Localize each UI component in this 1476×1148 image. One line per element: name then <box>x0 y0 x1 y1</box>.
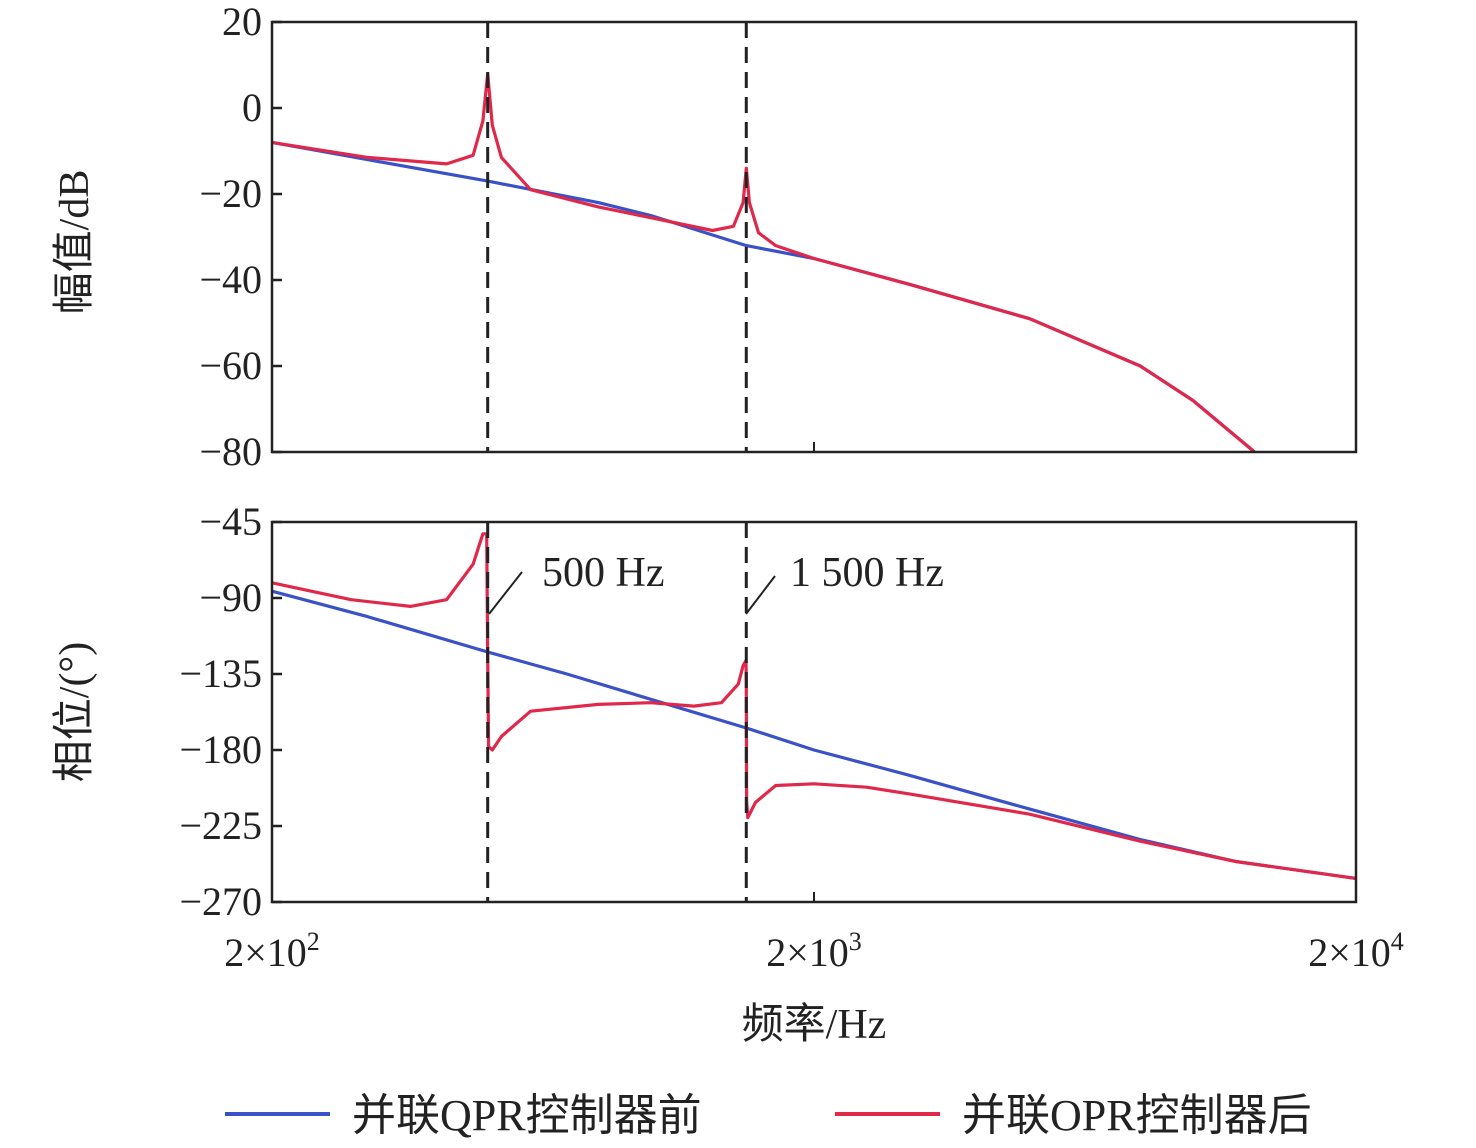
legend-label-after: 并联OPR控制器后 <box>962 1091 1312 1140</box>
phase-y-tick-label: −45 <box>199 499 262 544</box>
magnitude-series-before-line <box>271 140 1256 454</box>
phase-frame <box>270 520 1358 904</box>
magnitude-y-tick-label: 0 <box>242 85 262 130</box>
annotation-pointer-500hz <box>488 571 523 615</box>
annotation-1500hz: 1 500 Hz <box>790 550 944 596</box>
phase-panel: −45 −90 −135 −180 −225 −270 相位/(°) 500 Hz 1 5… <box>51 499 1404 1048</box>
phase-y-axis-title: 相位/(°) <box>51 642 98 782</box>
magnitude-y-axis-title: 幅值/dB <box>52 170 98 315</box>
annotation-500hz: 500 Hz <box>542 550 664 596</box>
legend-label-before: 并联QPR控制器前 <box>352 1091 702 1140</box>
x-tick-label-200: 2×102 <box>224 927 320 975</box>
magnitude-y-tick-label: −80 <box>199 429 262 474</box>
annotation-pointer-1500hz <box>745 575 776 615</box>
magnitude-y-tick-label: 20 <box>222 0 262 44</box>
x-axis-title: 频率/Hz <box>742 1001 887 1048</box>
phase-y-tick-label: −180 <box>179 727 262 772</box>
magnitude-plot-area: 20 0 −20 −40 −60 −80 <box>199 0 1256 474</box>
phase-y-tick-label: −270 <box>179 879 262 924</box>
magnitude-y-tick-label: −60 <box>199 343 262 388</box>
legend: 并联QPR控制器前 并联OPR控制器后 <box>225 1091 1312 1140</box>
phase-plot-area: −45 −90 −135 −180 −225 −270 <box>179 499 1357 924</box>
x-tick-label-2000: 2×103 <box>766 927 862 975</box>
phase-y-tick-label: −90 <box>199 575 262 620</box>
magnitude-y-tick-label: −20 <box>199 171 262 216</box>
magnitude-frame <box>270 20 1358 454</box>
magnitude-y-tick-label: −40 <box>199 257 262 302</box>
magnitude-series-after-line <box>271 72 1256 454</box>
x-tick-label-20000: 2×104 <box>1308 927 1404 975</box>
phase-y-tick-label: −135 <box>179 651 262 696</box>
magnitude-panel: 20 0 −20 −40 −60 −80 幅值/dB <box>52 0 1358 474</box>
phase-series-after-line <box>271 532 1357 880</box>
phase-y-tick-label: −225 <box>179 803 262 848</box>
phase-series-before-line <box>271 589 1357 880</box>
